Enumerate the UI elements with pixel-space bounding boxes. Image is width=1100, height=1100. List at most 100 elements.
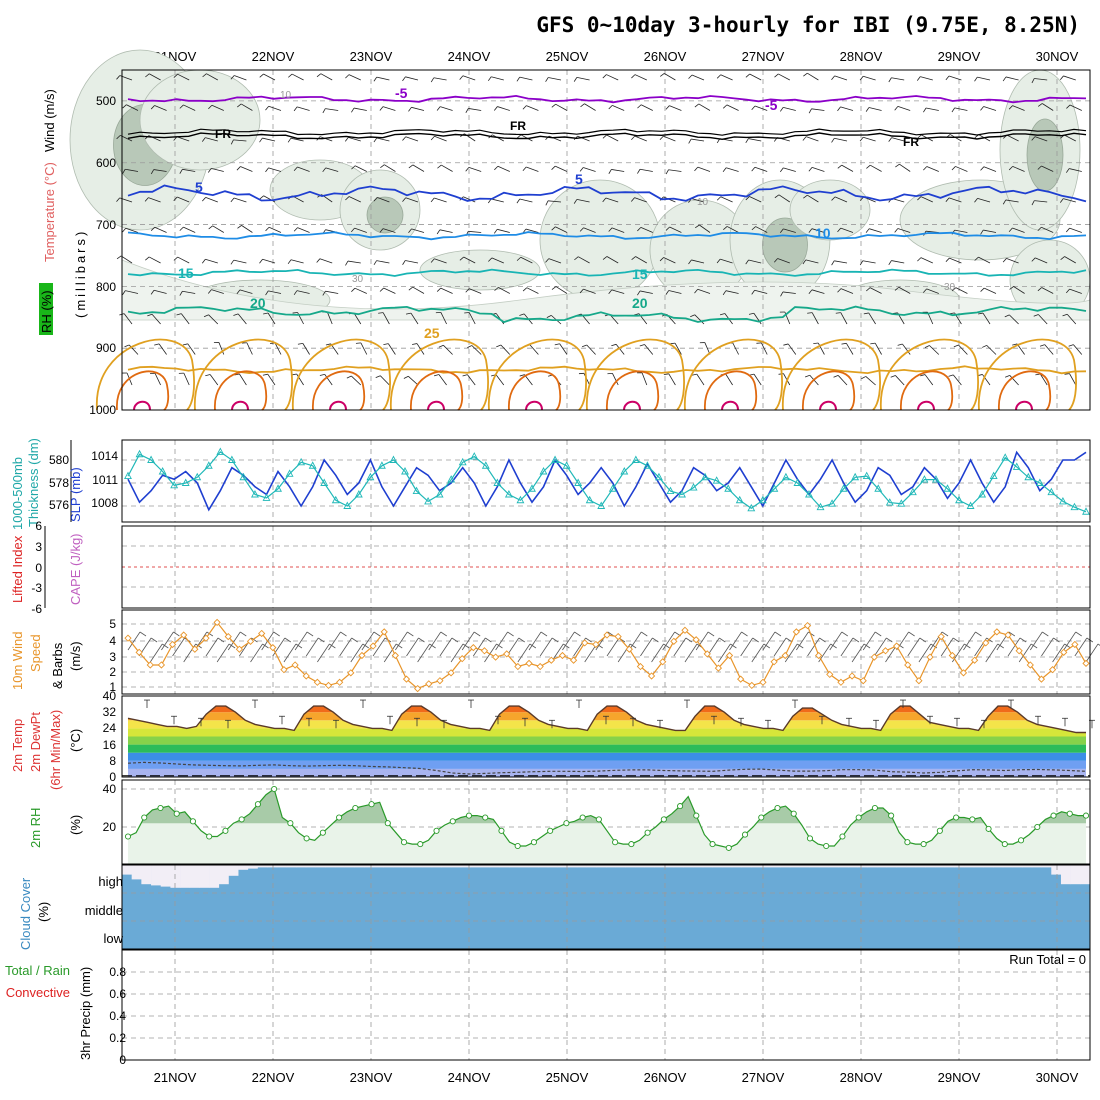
thickness-marker [862,471,871,480]
wind-barb-flag [438,344,444,348]
wind-barb-flag [293,227,298,232]
wind-barb-flag [379,287,384,292]
surface-wind-barb [517,643,531,663]
wind-barb [237,313,247,325]
wind-barb [834,137,848,142]
wind-barb-flag [124,344,130,348]
surface-wind-barb-flag [863,643,871,649]
high-cloud-gap [528,865,539,868]
wind-barb [924,374,934,386]
surface-wind-barb [985,643,999,663]
surface-wind-barb-flag [819,637,826,643]
wind-speed-marker [391,651,399,660]
wind-barb [984,287,997,294]
surface-wind-barb-flag [852,637,860,643]
wind-barb [468,108,482,111]
surface-wind-barb [205,637,219,657]
wind-barb [811,167,825,172]
wind-barb [891,137,905,142]
surface-wind-barb-flag [719,637,726,643]
high-cloud-gap [596,865,607,868]
rh-marker [725,844,732,851]
wind-barb [441,164,453,172]
wind-barb-flag [837,227,842,233]
stability-frame [121,525,1091,609]
thickness-marker [1024,472,1033,481]
upper-air-panel: 500 600 700 800 900 1000 -5 -5 FR FR FR … [69,49,1091,417]
surface-wind-barb-flag [262,643,269,649]
wind-barb-flag [774,194,780,199]
wind-barb [376,137,390,142]
high-cloud-gap [606,865,616,868]
wind-barb-flag [917,257,922,262]
wind-speed-marker [313,678,322,686]
wind-barb-flag [464,312,470,314]
wind-barb [782,291,796,294]
wind-barb-flag [236,166,241,171]
wind-barb-flag [346,375,352,379]
slp-tick: 1011 [92,473,118,487]
cape-label: CAPE (J/kg) [68,533,83,605]
wind-barb-flag [545,77,549,82]
wind-axis-label: Wind (m/s) [42,89,57,152]
thickness-marker [204,461,213,469]
wind-barb [640,104,653,111]
surface-wind-barb [695,631,709,651]
surface-wind-barb-flag [206,631,214,637]
wind-barb-flag [519,313,525,316]
pressure-tick: 600 [96,156,116,170]
wind-barb [926,288,939,294]
wind-barb-flag [378,312,384,314]
wind-barb [382,312,390,325]
rh-frame [121,779,1091,865]
rh-marker [514,842,521,850]
wind-barb [351,375,362,386]
wind-barb [925,107,939,111]
surface-wind-barb-flag [652,637,659,643]
wind-barb-flag [859,75,864,81]
wind-barb [1012,166,1025,172]
wind-speed-marker [714,664,723,672]
wind-tick: 4 [109,634,116,648]
isotherm-label-15: 15 [178,265,194,281]
wind-barb-flag [1037,103,1043,107]
surface-wind-barb [172,637,185,657]
wind-barb [1035,257,1048,264]
surface-wind-barb [1074,637,1088,657]
wind-barb [811,289,825,294]
wind-barb-flag [496,344,502,348]
surface-wind-barb [718,643,731,663]
wind-barb-flag [719,313,725,316]
wind-barb-flag [579,227,584,232]
surface-wind-barb [606,637,620,657]
wind-speed-marker [970,656,979,664]
lifted-index-label: Lifted Index [10,535,25,603]
wind-barb [1069,373,1077,386]
high-cloud-gap [1060,865,1071,885]
high-cloud-gap [489,865,500,868]
warm-contour-30 [900,370,954,411]
wind-barb [268,105,282,111]
high-cloud-gap [402,865,413,868]
warm-contour-35 [427,400,445,411]
wind-barb-flag [637,290,641,296]
wind-barb [663,135,676,142]
surface-wind-barb-flag [462,643,470,649]
wind-barb [183,104,196,111]
wind-barb-flag [1065,288,1070,294]
wind-barb [837,375,848,386]
cloud-high-label: high [98,874,123,889]
thickness-marker [608,484,617,492]
wind-barb [1063,198,1076,203]
wind-barb-flag [690,314,695,318]
rh-marker [417,841,424,848]
rh-marker [741,831,749,838]
wind-barb [239,289,253,294]
rh-area-dark [141,789,1086,824]
warm-contour-30 [410,370,464,411]
thickness-marker [274,484,282,492]
wind-barb-flag [230,139,234,145]
wind-barb-flag [202,73,207,78]
wind-barb-flag [1005,375,1010,378]
wind-barb [297,166,310,172]
